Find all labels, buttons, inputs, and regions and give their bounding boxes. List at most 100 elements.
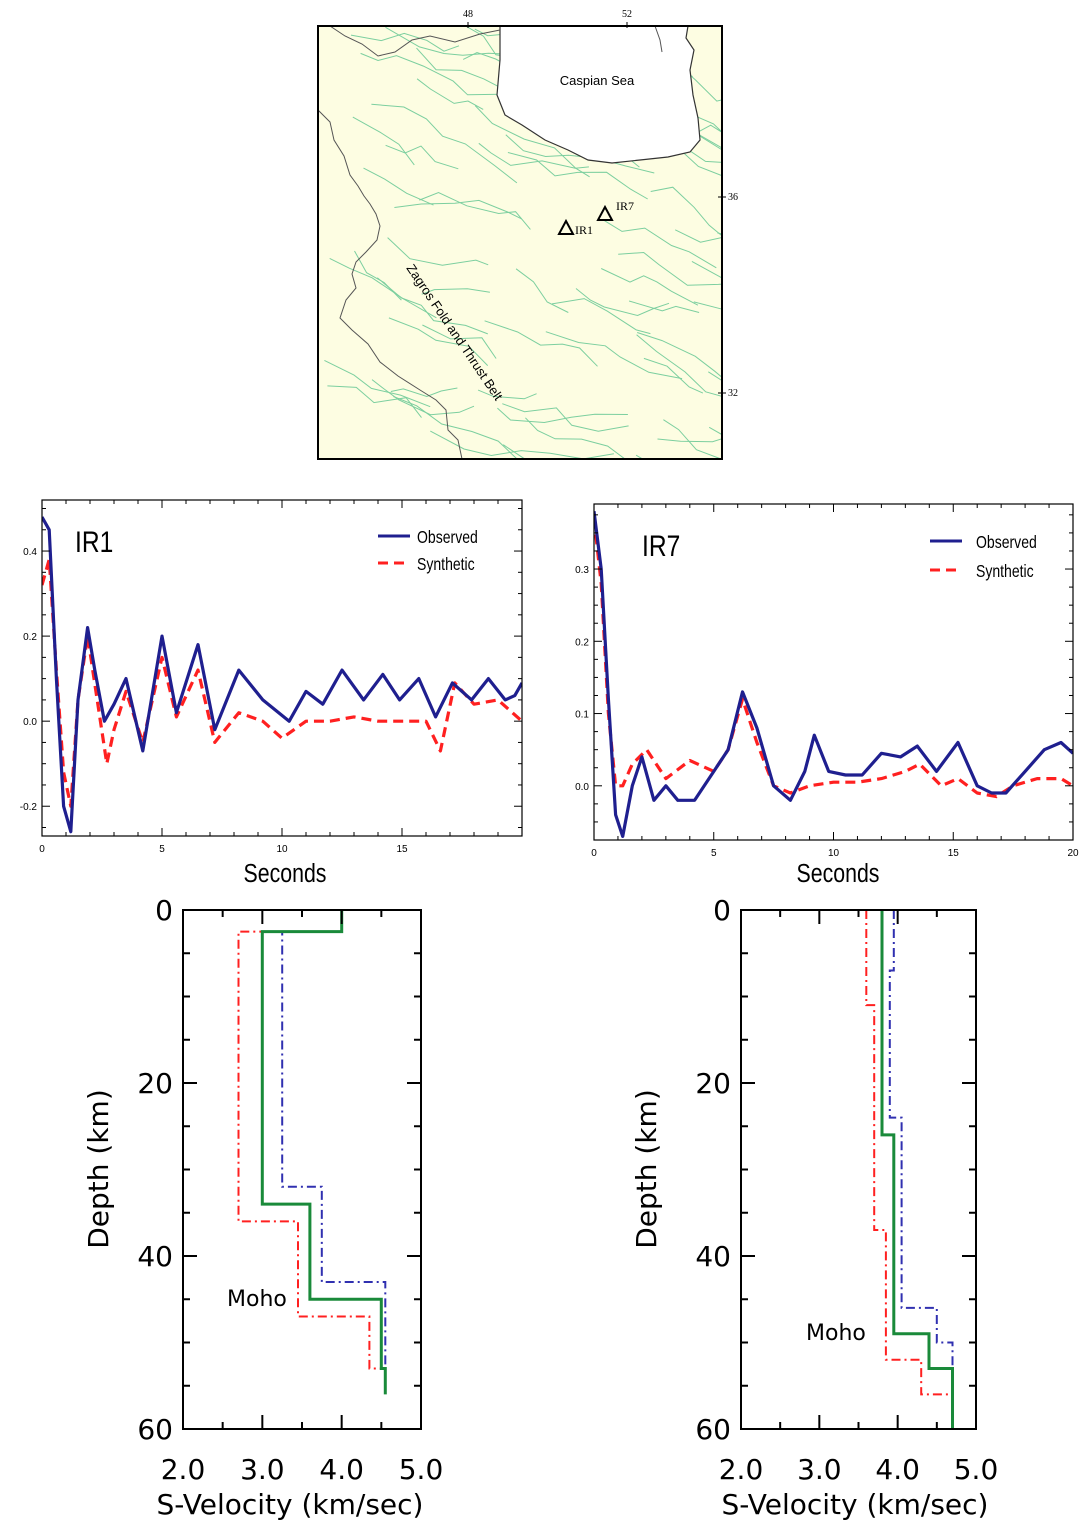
fault-line bbox=[422, 324, 497, 359]
lon-label-52: 52 bbox=[622, 9, 632, 20]
fault-line bbox=[419, 191, 531, 230]
profile-xlabel-ir1: S-Velocity (km/sec) bbox=[157, 1488, 424, 1521]
waveform-chart-ir1: 0 5 10 15 0.4 0.2 0.0 -0.2 IR1 Seconds Observed… bbox=[20, 499, 523, 889]
fault-line bbox=[421, 288, 490, 295]
series-observed-ir7 bbox=[594, 511, 1073, 839]
fault-line bbox=[691, 260, 722, 279]
caspian-sea bbox=[496, 26, 701, 164]
x-tick-label: 5 bbox=[711, 848, 717, 859]
profile-line-0-ir1 bbox=[260, 910, 387, 1395]
x-tick-label: 10 bbox=[276, 844, 288, 855]
x-tick-label: 3.0 bbox=[240, 1453, 285, 1486]
y-tick-label: 20 bbox=[137, 1067, 173, 1100]
fault-line bbox=[350, 32, 460, 52]
fault-line bbox=[385, 144, 459, 170]
fault-line bbox=[708, 426, 722, 436]
legend-ir1: Observed Synthetic bbox=[378, 527, 478, 574]
location-map: 48 52 36 32 Caspian Sea Zagros Fold and … bbox=[317, 9, 738, 460]
x-tick-label: 15 bbox=[396, 844, 408, 855]
profile-ylabel-ir7: Depth (km) bbox=[630, 1089, 663, 1249]
caspian-sea-label: Caspian Sea bbox=[560, 73, 635, 88]
fault-line bbox=[371, 379, 475, 416]
profile-line-2-ir1 bbox=[237, 910, 387, 1395]
y-tick-label: -0.2 bbox=[20, 802, 38, 813]
fault-line bbox=[545, 331, 683, 380]
y-tick-label: 0 bbox=[155, 894, 173, 927]
profile-line-0-ir7 bbox=[880, 910, 954, 1429]
fault-line bbox=[603, 219, 717, 269]
waveform-xlabel-ir7: Seconds bbox=[797, 859, 880, 889]
x-tick-label: 4.0 bbox=[875, 1453, 920, 1486]
fault-line bbox=[525, 417, 626, 459]
fault-line bbox=[618, 251, 722, 286]
profile-line-1-ir7 bbox=[888, 910, 954, 1429]
fault-line bbox=[478, 142, 589, 169]
fault-line bbox=[416, 47, 503, 90]
fault-line bbox=[693, 301, 722, 310]
fault-line bbox=[329, 257, 437, 319]
fault-line bbox=[663, 419, 722, 459]
fault-line bbox=[477, 389, 537, 400]
fault-line bbox=[551, 298, 651, 335]
legend-synthetic-label: Synthetic bbox=[417, 554, 475, 574]
waveform-xlabel-ir1: Seconds bbox=[244, 859, 327, 889]
fault-line bbox=[575, 288, 670, 317]
station-label-ir1: IR1 bbox=[575, 223, 593, 237]
fault-line bbox=[497, 407, 628, 424]
velocity-profile-ir7: 2.0 3.0 4.0 5.0 0 20 40 60 Depth (km) S-Velocit… bbox=[630, 894, 998, 1521]
fault-line bbox=[637, 332, 722, 378]
moho-label-ir7: Moho bbox=[806, 1321, 866, 1346]
fault-line bbox=[721, 31, 722, 34]
x-tick-label: 10 bbox=[828, 848, 840, 859]
fault-line bbox=[507, 152, 648, 200]
y-tick-label: 0 bbox=[713, 894, 731, 927]
profile-line-1-ir1 bbox=[281, 910, 387, 1386]
series-synthetic-ir7 bbox=[594, 518, 1073, 799]
fault-line bbox=[650, 186, 722, 237]
x-tick-label: 15 bbox=[948, 848, 960, 859]
fault-line bbox=[636, 334, 722, 397]
fault-line bbox=[416, 78, 484, 110]
fault-line bbox=[360, 52, 502, 96]
y-tick-label: 0.2 bbox=[23, 632, 37, 643]
x-tick-label: 0 bbox=[39, 844, 45, 855]
fault-line bbox=[474, 105, 590, 178]
station-marker-ir7[interactable] bbox=[596, 204, 614, 221]
y-tick-label: 0.4 bbox=[23, 547, 37, 558]
fault-line bbox=[696, 124, 722, 134]
waveform-title-ir1: IR1 bbox=[75, 525, 113, 559]
series-observed-ir1 bbox=[42, 516, 522, 834]
profile-line-2-ir7 bbox=[865, 910, 954, 1429]
x-tick-label: 0 bbox=[591, 848, 597, 859]
northern-border bbox=[329, 26, 501, 57]
fault-line bbox=[388, 317, 489, 366]
fault-line bbox=[600, 268, 699, 306]
y-tick-label: 20 bbox=[695, 1067, 731, 1100]
fault-line bbox=[394, 199, 522, 220]
profile-ylabel-ir1: Depth (km) bbox=[82, 1089, 115, 1249]
x-tick-label: 2.0 bbox=[161, 1453, 206, 1486]
legend-synthetic-label: Synthetic bbox=[976, 561, 1034, 581]
profile-xlabel-ir7: S-Velocity (km/sec) bbox=[722, 1488, 989, 1521]
fault-line bbox=[393, 396, 518, 459]
velocity-profile-ir1: 2.0 3.0 4.0 5.0 0 20 40 60 Depth (km) S-Velocit… bbox=[82, 894, 443, 1521]
fault-line bbox=[515, 268, 569, 313]
station-marker-ir1[interactable] bbox=[557, 218, 575, 235]
fault-line bbox=[505, 134, 655, 174]
series-synthetic-ir1 bbox=[42, 557, 522, 808]
waveform-title-ir7: IR7 bbox=[642, 529, 680, 563]
fault-line bbox=[324, 359, 431, 408]
fault-line bbox=[390, 387, 458, 398]
y-tick-label: 40 bbox=[137, 1240, 173, 1273]
fault-line bbox=[387, 237, 489, 266]
y-tick-label: 60 bbox=[695, 1413, 731, 1446]
y-tick-label: 0.3 bbox=[575, 565, 589, 576]
moho-label-ir1: Moho bbox=[227, 1287, 287, 1312]
lon-label-48: 48 bbox=[463, 9, 473, 20]
waveform-chart-ir7: 0 5 10 15 20 0.3 0.2 0.1 0.0 IR7 Seconds Observe… bbox=[575, 503, 1079, 889]
fault-line bbox=[684, 110, 722, 133]
x-tick-label: 4.0 bbox=[319, 1453, 364, 1486]
legend-ir7: Observed Synthetic bbox=[930, 532, 1037, 581]
x-tick-label: 5 bbox=[159, 844, 165, 855]
x-tick-label: 20 bbox=[1067, 848, 1079, 859]
